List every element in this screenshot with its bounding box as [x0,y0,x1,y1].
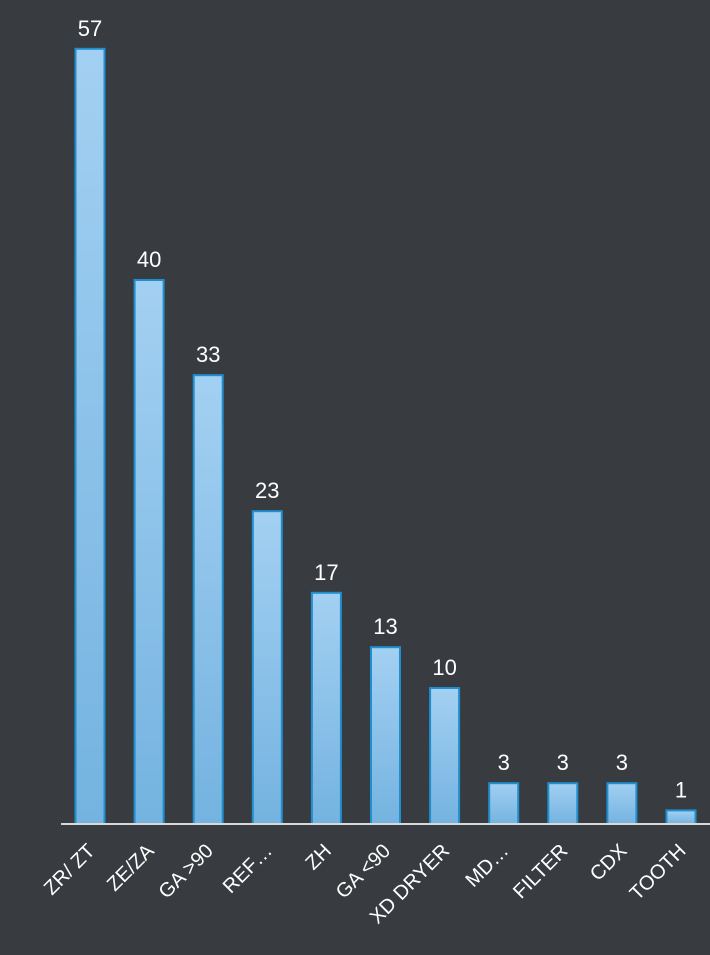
bar-7 [429,687,461,825]
x-tick-label-3: GA >90 [155,840,218,903]
x-tick-label-11: TOOTH [626,840,691,905]
bar-9 [547,782,579,826]
data-label-1: 57 [78,16,102,41]
data-label-3: 33 [196,342,220,367]
bar-8 [488,782,520,826]
data-label-4: 23 [255,478,279,503]
data-label-11: 1 [675,777,687,802]
x-tick-label-4: REF… [219,840,277,898]
bar-series [74,47,697,826]
bar-10 [606,782,638,826]
bar-5 [310,591,342,825]
bar-3 [192,374,224,825]
bar-1 [74,47,106,826]
data-label-5: 17 [314,560,338,585]
x-tick-label-2: ZE/ZA [103,840,159,896]
x-tick-label-8: MD… [462,840,514,892]
bar-6 [370,646,401,826]
data-label-9: 3 [557,750,569,775]
bar-2 [133,279,165,825]
x-tick-label-10: CDX [586,840,631,885]
data-label-8: 3 [498,750,510,775]
x-tick-label-1: ZR/ ZT [40,840,100,900]
data-label-6: 13 [373,614,397,639]
bar-4 [251,510,283,825]
x-tick-label-9: FILTER [509,840,572,903]
bar-11 [665,809,697,826]
data-label-2: 40 [137,247,161,272]
data-label-7: 10 [432,655,456,680]
data-label-10: 3 [616,750,628,775]
x-tick-label-5: ZH [302,840,336,874]
